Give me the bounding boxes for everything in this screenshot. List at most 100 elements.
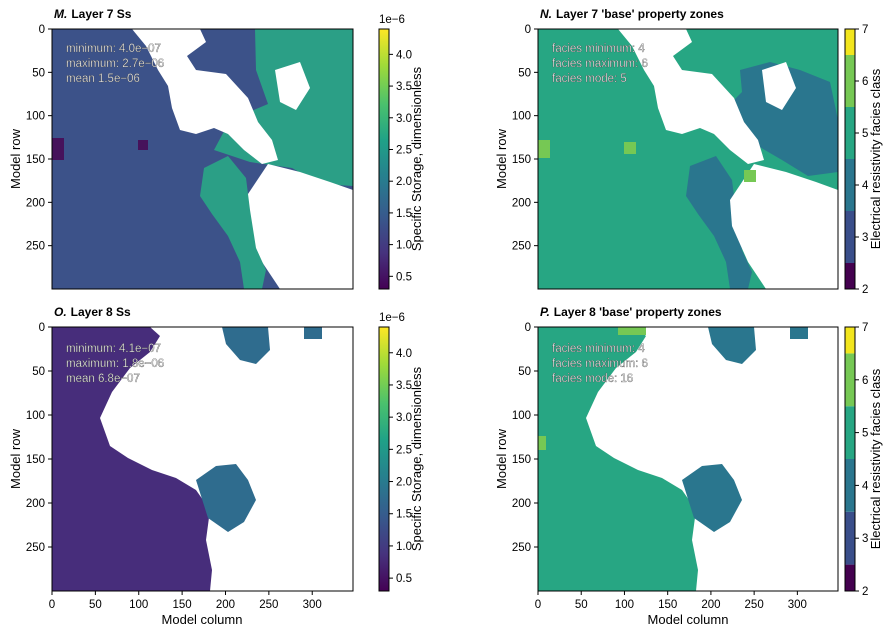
panel-n-colorbar-class-3 <box>845 107 855 159</box>
panel-m-colorbar-tick-label-5: 3.0 <box>396 113 412 125</box>
panel-o-xlabel: Model column <box>162 612 243 627</box>
panel-n-colorbar-label: Electrical resistivity facies class <box>868 68 883 249</box>
panel-p-annotation-mode: facies mode: 16 <box>552 373 633 385</box>
panel-m-annotation-maximum: maximum: 2.7e−06 <box>66 58 164 70</box>
panel-o-map <box>52 327 353 591</box>
panel-o-letter: O. <box>54 305 67 319</box>
panel-p-xtick-label-250: 250 <box>745 599 764 611</box>
panel-p-colorbar-tick-label-5: 7 <box>862 322 868 334</box>
panel-o-xtick-label-200: 200 <box>216 599 235 611</box>
panel-p-class-6-zone-west <box>538 436 546 450</box>
panel-p-x-ticks: 0 50 100 150 200 250 300 <box>535 591 807 611</box>
panel-m-inactive-zone-north <box>132 29 278 164</box>
panel-o-xtick-label-250: 250 <box>259 599 278 611</box>
panel-m-colorbar-bar <box>379 29 389 289</box>
panel-m-annotations: minimum: 4.0e−07 maximum: 2.7e−06 mean 1… <box>66 43 164 85</box>
panel-m-title-text: Layer 7 Ss <box>71 7 131 21</box>
panel-p-class-4-zone-south <box>682 464 742 532</box>
panel-o-annotation-mean: mean 6.8e−07 <box>66 373 140 385</box>
panel-p-y-ticks: 0 50 100 150 200 250 <box>512 322 538 554</box>
panel-m-ytick-label-0: 0 <box>39 24 45 36</box>
panel-p-colorbar-class-1 <box>845 511 855 565</box>
panel-p-colorbar: 2 3 4 5 6 7 Electrical resistivity facies cla… <box>844 322 883 598</box>
panel-p-xtick-label-300: 300 <box>788 599 807 611</box>
panel-o-ylabel: Model row <box>8 428 23 489</box>
panel-n-ylabel: Model row <box>494 128 509 189</box>
panel-m-inactive-zone-island <box>275 62 310 110</box>
panel-o-colorbar-tick-label-2: 1.5 <box>396 509 412 521</box>
panel-m: M. Layer 7 Ss minimum: 4.0e−07 maximum: 2… <box>8 7 424 290</box>
panel-n-inactive-zone-island <box>762 62 796 110</box>
panel-m-inactive-zone-southeast <box>244 164 353 289</box>
panel-p-title-text: Layer 8 'base' property zones <box>554 305 722 319</box>
panel-n-colorbar-tick-label-0: 2 <box>862 284 868 296</box>
panel-n-ytick-label-100: 100 <box>512 111 531 123</box>
panel-p-xtick-label-0: 0 <box>535 599 541 611</box>
panel-o-ytick-label-250: 250 <box>26 542 45 554</box>
panel-p-xtick-label-50: 50 <box>575 599 588 611</box>
panel-n-class-6-zone-west <box>538 140 550 158</box>
panel-m-colorbar-tick-label-2: 1.5 <box>396 208 412 220</box>
panel-m-colorbar-tick-label-4: 2.5 <box>396 144 412 156</box>
panel-p-ytick-label-100: 100 <box>512 410 531 422</box>
panel-n-colorbar: 2 3 4 5 6 7 Electrical resistivity facies cla… <box>844 24 883 296</box>
panel-o-colorbar-multiplier: 1e−6 <box>379 312 405 324</box>
panel-p-colorbar-class-2 <box>845 459 855 512</box>
panel-n: N. Layer 7 'base' property zones facies m… <box>494 7 883 296</box>
panel-o-annotations: minimum: 4.1e−07 maximum: 1.8e−06 mean 6… <box>66 343 164 385</box>
panel-m-ytick-label-200: 200 <box>26 197 45 209</box>
panel-o-ytick-label-200: 200 <box>26 498 45 510</box>
panel-m-map <box>52 29 353 289</box>
panel-p-colorbar-bar <box>845 327 855 591</box>
panel-m-colorbar-tick-label-7: 4.0 <box>396 49 412 61</box>
panel-o-y-ticks: 0 50 100 150 200 250 <box>26 322 52 554</box>
panel-n-class-6-zone-east <box>744 170 756 182</box>
panel-p-class-4-zone-north <box>708 327 756 364</box>
panel-n-colorbar-class-2 <box>845 159 855 211</box>
panel-m-ytick-label-150: 150 <box>26 154 45 166</box>
panel-p-ytick-label-250: 250 <box>512 542 531 554</box>
panel-n-class-6-zone-center <box>624 142 636 154</box>
panel-n-colorbar-tick-label-1: 3 <box>862 232 868 244</box>
panel-n-colorbar-tick-label-5: 7 <box>862 24 868 36</box>
panel-o-colorbar-tick-label-1: 1.0 <box>396 541 412 553</box>
panel-n-title: N. Layer 7 'base' property zones <box>540 7 724 21</box>
panel-m-colorbar-tick-label-3: 2.0 <box>396 176 412 188</box>
panel-m-colorbar-frame <box>378 28 390 290</box>
panel-o-title-text: Layer 8 Ss <box>71 305 131 319</box>
panel-m-ytick-label-250: 250 <box>26 241 45 253</box>
panel-n-colorbar-class-1 <box>845 211 855 263</box>
panel-n-colorbar-class-4 <box>845 55 855 107</box>
panel-o-x-ticks: 0 50 100 150 200 250 300 <box>49 591 322 611</box>
panel-n-ytick-label-250: 250 <box>512 241 531 253</box>
panel-m-colorbar-tick-label-6: 3.5 <box>396 81 412 93</box>
panel-o-annotation-maximum: maximum: 1.8e−06 <box>66 358 164 370</box>
panel-m-colorbar-multiplier: 1e−6 <box>379 14 405 26</box>
panel-m-annotation-minimum: minimum: 4.0e−07 <box>66 43 161 55</box>
panel-o-colorbar-tick-label-6: 3.5 <box>396 380 412 392</box>
panel-o-secondary-zone-edge <box>304 327 322 339</box>
panel-p-colorbar-ticks: 2 3 4 5 6 7 <box>855 322 869 598</box>
panel-p-xtick-label-200: 200 <box>701 599 720 611</box>
panel-p-class-4-zone-edge <box>790 327 808 339</box>
panel-n-ytick-label-50: 50 <box>518 67 531 79</box>
panel-p-colorbar-class-3 <box>845 406 855 459</box>
panel-o-colorbar-bar <box>379 327 389 591</box>
panel-o-secondary-zone-south <box>196 464 256 532</box>
panel-m-ytick-label-100: 100 <box>26 111 45 123</box>
panel-n-colorbar-tick-label-4: 6 <box>862 76 868 88</box>
panel-m-annotation-mean: mean 1.5e−06 <box>66 73 140 85</box>
panel-p-colorbar-class-5 <box>845 327 855 354</box>
panel-p-ylabel: Model row <box>494 428 509 489</box>
panel-m-colorbar-tick-label-0: 0.5 <box>396 271 412 283</box>
panel-o-colorbar-tick-label-3: 2.0 <box>396 477 412 489</box>
panel-n-letter: N. <box>540 7 552 21</box>
panel-o-ytick-label-150: 150 <box>26 454 45 466</box>
panel-p-map <box>538 327 838 591</box>
panel-m-colorbar: 1e−6 0.5 1.0 1.5 2.0 2.5 3.0 3.5 4.0 Specific S… <box>378 14 424 290</box>
panel-n-colorbar-class-0 <box>845 263 855 289</box>
panel-p-annotation-minimum: facies minimum: 4 <box>552 343 645 355</box>
panel-p-class-5-zone <box>538 327 698 591</box>
panel-m-ytick-label-50: 50 <box>32 67 45 79</box>
